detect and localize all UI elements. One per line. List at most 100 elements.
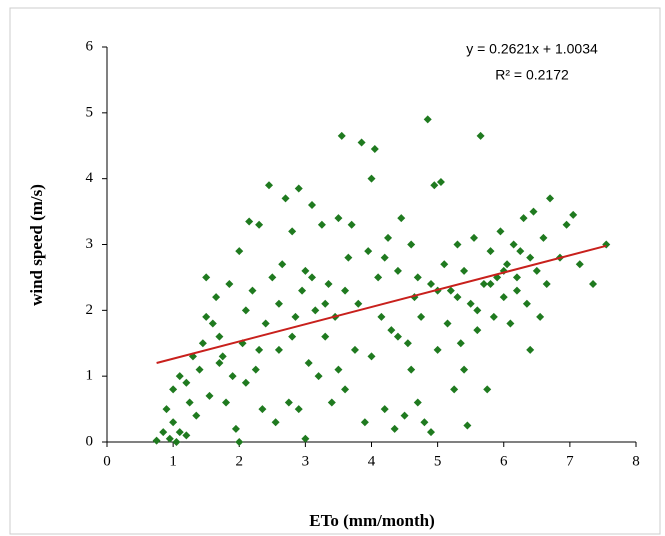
point bbox=[222, 398, 231, 407]
point bbox=[403, 339, 412, 348]
point bbox=[278, 260, 287, 269]
y-tick-label: 6 bbox=[86, 38, 94, 54]
point bbox=[347, 220, 356, 229]
point bbox=[202, 273, 211, 282]
point bbox=[539, 233, 548, 242]
point bbox=[274, 299, 283, 308]
x-tick-label: 6 bbox=[500, 453, 508, 469]
point bbox=[281, 194, 290, 203]
point bbox=[417, 312, 426, 321]
point bbox=[321, 299, 330, 308]
point bbox=[496, 227, 505, 236]
point bbox=[175, 428, 184, 437]
point bbox=[344, 253, 353, 262]
point bbox=[486, 247, 495, 256]
x-tick-label: 5 bbox=[434, 453, 442, 469]
point bbox=[473, 306, 482, 315]
point bbox=[360, 418, 369, 427]
point bbox=[519, 214, 528, 223]
point bbox=[195, 365, 204, 374]
r-squared: R² = 0.2172 bbox=[495, 67, 569, 83]
point bbox=[427, 428, 436, 437]
point bbox=[463, 421, 472, 430]
point bbox=[165, 434, 174, 443]
point bbox=[202, 312, 211, 321]
point bbox=[456, 339, 465, 348]
y-tick-label: 3 bbox=[86, 236, 94, 252]
point bbox=[241, 306, 250, 315]
point bbox=[436, 177, 445, 186]
point bbox=[529, 207, 538, 216]
point bbox=[469, 233, 478, 242]
point bbox=[175, 372, 184, 381]
point bbox=[542, 280, 551, 288]
point bbox=[380, 253, 389, 262]
point bbox=[258, 405, 267, 414]
point bbox=[374, 273, 383, 282]
point bbox=[301, 266, 310, 275]
point bbox=[215, 359, 224, 367]
point bbox=[288, 227, 297, 236]
point bbox=[483, 385, 492, 394]
point bbox=[430, 181, 439, 190]
point bbox=[390, 424, 399, 433]
point bbox=[185, 398, 194, 407]
point bbox=[205, 391, 214, 400]
point bbox=[476, 131, 485, 140]
point bbox=[354, 299, 363, 308]
point bbox=[453, 293, 462, 302]
point bbox=[512, 273, 521, 282]
point bbox=[384, 233, 393, 242]
point bbox=[284, 398, 293, 407]
point bbox=[506, 319, 515, 328]
point bbox=[466, 299, 475, 308]
point bbox=[245, 217, 254, 226]
point bbox=[182, 431, 191, 440]
point bbox=[251, 365, 260, 374]
x-tick-label: 1 bbox=[169, 453, 177, 469]
point bbox=[536, 312, 545, 321]
y-axis-label: wind speed (m/s) bbox=[27, 184, 46, 306]
point bbox=[208, 319, 217, 328]
point bbox=[443, 319, 452, 328]
point bbox=[460, 266, 469, 275]
point bbox=[413, 273, 422, 282]
y-tick-label: 5 bbox=[86, 104, 94, 120]
point bbox=[235, 438, 244, 446]
point bbox=[341, 286, 350, 295]
point bbox=[321, 332, 330, 341]
point bbox=[446, 286, 455, 295]
point bbox=[341, 385, 350, 394]
equation: y = 0.2621x + 1.0034 bbox=[466, 41, 598, 57]
point bbox=[271, 418, 280, 427]
point bbox=[569, 210, 578, 219]
point bbox=[172, 438, 181, 446]
point bbox=[393, 332, 402, 341]
point bbox=[350, 345, 359, 354]
point bbox=[261, 319, 270, 328]
point bbox=[397, 214, 406, 223]
point bbox=[423, 115, 432, 124]
point bbox=[532, 266, 541, 275]
point bbox=[314, 372, 323, 381]
point bbox=[440, 260, 449, 269]
point bbox=[367, 174, 376, 183]
point bbox=[298, 286, 307, 295]
point bbox=[526, 253, 535, 262]
point bbox=[407, 240, 416, 249]
point bbox=[516, 247, 525, 256]
point bbox=[377, 312, 386, 321]
point bbox=[509, 240, 518, 249]
point bbox=[479, 280, 488, 288]
point bbox=[460, 365, 469, 374]
x-tick-label: 3 bbox=[302, 453, 310, 469]
x-axis-label: ETo (mm/month) bbox=[309, 511, 434, 530]
point bbox=[337, 131, 346, 140]
point bbox=[427, 280, 436, 288]
y-tick-label: 4 bbox=[86, 170, 94, 186]
point bbox=[192, 411, 201, 420]
point bbox=[274, 345, 283, 354]
point bbox=[291, 312, 300, 321]
point bbox=[546, 194, 555, 203]
point bbox=[450, 385, 459, 394]
